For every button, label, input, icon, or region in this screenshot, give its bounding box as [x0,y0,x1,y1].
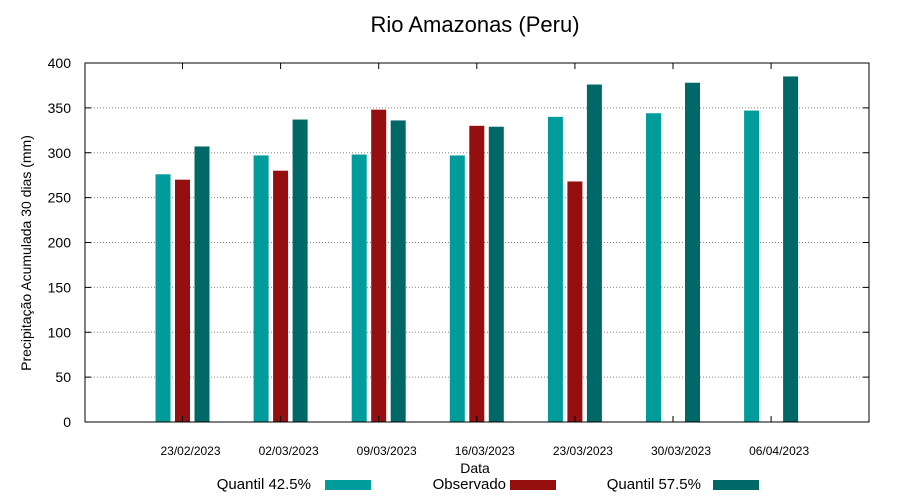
x-tick-label: 06/04/2023 [749,444,809,458]
bars [155,76,799,423]
bar-observado-3 [469,125,485,422]
bar-quantil-42-5--4 [547,116,563,422]
x-tick-label: 16/03/2023 [455,444,515,458]
x-tick-label: 02/03/2023 [259,444,319,458]
x-tick-label: 30/03/2023 [651,444,711,458]
y-tick-label: 100 [48,324,72,340]
bar-quantil-42-5--0 [155,174,171,422]
legend-swatch [325,480,371,490]
bar-quantil-42-5--6 [744,110,760,422]
bar-quantil-57-5--2 [390,120,406,422]
y-axis-ticks: 0 50 100 150 200 250 300 350 400 [48,55,869,430]
x-axis-ticks: 23/02/2023 02/03/2023 09/03/2023 16/03/2023… [160,63,809,458]
bar-observado-2 [371,109,387,423]
bar-observado-0 [175,179,190,422]
x-tick-label: 09/03/2023 [357,444,417,458]
y-tick-label: 0 [63,414,71,430]
x-tick-label: 23/02/2023 [160,444,220,458]
bar-observado-4 [567,181,583,422]
y-tick-label: 300 [48,145,72,161]
bar-quantil-42-5--1 [253,155,269,422]
bar-quantil-57-5--6 [783,76,799,423]
bar-quantil-57-5--5 [685,82,700,423]
legend-swatch [713,480,759,490]
bar-quantil-57-5--4 [586,84,602,422]
legend-label: Quantil 42.5% [217,476,311,493]
x-axis-label: Data [460,460,490,476]
bar-observado-1 [273,170,289,422]
y-tick-label: 150 [48,279,72,295]
y-tick-label: 250 [48,190,72,206]
bar-quantil-42-5--2 [351,154,367,423]
y-axis-label: Precipitação Acumulada 30 dias (mm) [18,135,34,371]
y-tick-label: 200 [48,235,72,251]
legend-swatch [510,480,556,490]
bar-quantil-57-5--1 [292,119,308,422]
bar-quantil-57-5--0 [194,146,210,422]
bar-quantil-57-5--3 [488,126,504,422]
legend: Quantil 42.5% Observado Quantil 57.5% [217,476,759,493]
x-tick-label: 23/03/2023 [553,444,613,458]
chart-title: Rio Amazonas (Peru) [370,12,579,37]
y-tick-label: 400 [48,55,72,71]
bar-quantil-42-5--3 [449,155,465,422]
y-tick-label: 50 [55,369,71,385]
y-tick-label: 350 [48,100,72,116]
legend-label: Quantil 57.5% [607,476,701,493]
bar-quantil-42-5--5 [646,113,661,422]
legend-label: Observado [433,476,506,493]
